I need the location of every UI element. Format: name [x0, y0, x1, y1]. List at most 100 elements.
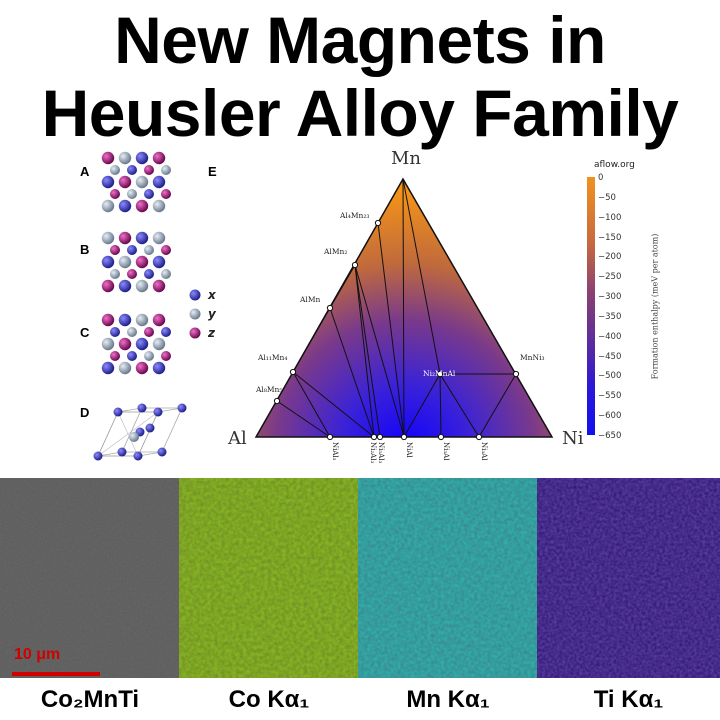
atom	[152, 175, 166, 189]
panel-c-label: C	[80, 325, 90, 340]
atom	[152, 231, 166, 245]
label-almn2: AlMn₂	[323, 247, 347, 256]
atom	[135, 231, 149, 245]
label-al11mn4: Al₁₁Mn₄	[257, 353, 287, 362]
colorbar-tick-label: −550	[598, 391, 622, 402]
legend-x-label: x	[208, 288, 216, 302]
map-ti	[537, 478, 720, 678]
colorbar-tick-label: −450	[598, 351, 622, 362]
atom	[101, 279, 115, 293]
atom	[135, 199, 149, 213]
atom	[110, 189, 120, 199]
atom	[110, 351, 120, 361]
label-al4mn23: Al₄Mn₂₃	[339, 211, 369, 220]
label-ni2mnal: Ni₂MnAl	[423, 369, 456, 378]
label-nial3: NiAl₃	[331, 442, 339, 461]
atom	[152, 151, 166, 165]
legend-y-marker	[189, 308, 201, 320]
atom	[161, 245, 171, 255]
atom	[118, 231, 132, 245]
atom	[118, 199, 132, 213]
atom	[144, 245, 154, 255]
atom	[101, 231, 115, 245]
vertex-ni-label: Ni	[562, 428, 584, 449]
atom	[135, 361, 149, 375]
atom	[118, 361, 132, 375]
crystal-structure-c	[101, 313, 171, 375]
map-label-mn: Mn Kα₁	[406, 686, 490, 713]
legend-z-label: z	[208, 326, 215, 340]
atom	[118, 175, 132, 189]
atom	[127, 245, 137, 255]
map-label-co2mnti: Co₂MnTi	[40, 686, 140, 713]
atom	[118, 279, 132, 293]
atom	[101, 337, 115, 351]
atom	[101, 151, 115, 165]
panel-a-label: A	[80, 164, 90, 179]
atom	[135, 175, 149, 189]
colorbar-tick-label: −250	[598, 272, 622, 283]
atom	[161, 351, 171, 361]
colorbar-tick-label: −300	[598, 292, 622, 303]
atom	[152, 279, 166, 293]
atom	[127, 165, 137, 175]
label-ni2al: Ni₃Al	[480, 442, 488, 461]
legend-y-label: y	[208, 307, 216, 321]
atom	[144, 189, 154, 199]
colorbar-axis-label: Formation enthalpy (meV per atom)	[650, 233, 660, 380]
label-mnni3: MnNi₃	[520, 353, 544, 362]
atom	[161, 327, 171, 337]
legend-x-marker	[189, 289, 201, 301]
atom	[144, 327, 154, 337]
atom	[135, 255, 149, 269]
colorbar	[587, 177, 595, 435]
colorbar-tick-label: 0	[598, 173, 604, 183]
colorbar-tick-label: −150	[598, 232, 622, 243]
colorbar-tick-label: −50	[598, 192, 616, 203]
atom	[161, 165, 171, 175]
colorbar-tick-label: −650	[598, 431, 622, 441]
crystal-structure-a	[101, 151, 171, 213]
atom	[144, 351, 154, 361]
atom	[101, 175, 115, 189]
colorbar-tick-label: −200	[598, 252, 622, 263]
label-nial: NiAl	[405, 442, 413, 458]
atom	[110, 165, 120, 175]
atom	[152, 199, 166, 213]
label-ni5al3: Ni₅Al₃	[377, 442, 385, 463]
title-line-2: Heusler Alloy Family	[41, 76, 679, 150]
atom	[152, 337, 166, 351]
atom	[152, 255, 166, 269]
label-ni3al: Ni₃Al	[442, 442, 450, 461]
panel-d-label: D	[80, 405, 90, 420]
crystal-structures-illustration	[93, 151, 187, 461]
atom	[161, 269, 171, 279]
legend-z-marker	[189, 327, 201, 339]
colorbar-source: aflow.org	[594, 160, 635, 170]
vertex-mn-label: Mn	[391, 148, 422, 169]
atom	[110, 245, 120, 255]
atom	[135, 337, 149, 351]
map-mn	[358, 478, 538, 678]
atom	[118, 255, 132, 269]
atom	[135, 279, 149, 293]
atom	[127, 327, 137, 337]
map-label-co: Co Kα₁	[228, 686, 310, 713]
scale-bar	[12, 672, 100, 676]
scale-bar-label: 10 μm	[14, 646, 61, 663]
atom	[127, 269, 137, 279]
atom	[118, 337, 132, 351]
panel-b-label: B	[80, 242, 90, 257]
vertex-al-label: Al	[228, 428, 247, 449]
atom	[152, 313, 166, 327]
phase-points	[273, 219, 520, 441]
atom	[101, 313, 115, 327]
atom	[101, 199, 115, 213]
crystal-structure-b	[101, 231, 171, 293]
map-label-ti: Ti Kα₁	[593, 686, 664, 713]
atom	[127, 351, 137, 361]
ternary-phase-diagram: Al₈Mn₅ Al₁₁Mn₄ AlMn AlMn₂ Al₄Mn₂₃ Ni₂MnA…	[254, 177, 554, 463]
label-almn: AlMn	[299, 295, 320, 304]
label-al8mn5: Al₈Mn₅	[255, 385, 282, 394]
label-ni3al2: Ni₂Al₃	[369, 442, 377, 463]
